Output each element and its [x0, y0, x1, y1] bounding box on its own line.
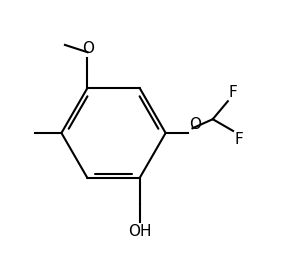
Text: F: F	[229, 85, 238, 101]
Text: O: O	[189, 117, 201, 132]
Text: O: O	[82, 41, 94, 56]
Text: F: F	[234, 132, 243, 147]
Text: OH: OH	[128, 224, 151, 239]
